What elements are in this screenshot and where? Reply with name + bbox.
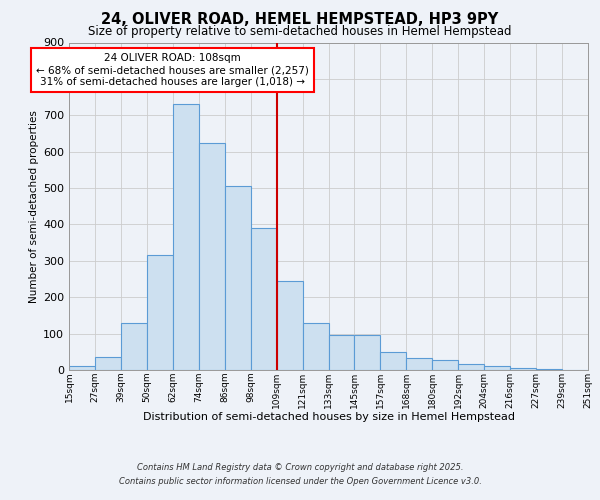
Text: 24 OLIVER ROAD: 108sqm
← 68% of semi-detached houses are smaller (2,257)
31% of : 24 OLIVER ROAD: 108sqm ← 68% of semi-det… xyxy=(37,54,309,86)
Bar xyxy=(380,352,406,370)
Text: Contains public sector information licensed under the Open Government Licence v3: Contains public sector information licen… xyxy=(119,477,481,486)
Bar xyxy=(510,368,536,370)
Bar xyxy=(147,256,173,370)
Bar xyxy=(95,358,121,370)
Bar xyxy=(225,186,251,370)
Bar xyxy=(277,281,302,370)
Bar xyxy=(302,324,329,370)
Bar xyxy=(484,366,510,370)
Bar xyxy=(173,104,199,370)
Text: Distribution of semi-detached houses by size in Hemel Hempstead: Distribution of semi-detached houses by … xyxy=(143,412,515,422)
Bar xyxy=(329,336,355,370)
Bar xyxy=(69,366,95,370)
Bar xyxy=(458,364,484,370)
Bar xyxy=(355,336,380,370)
Y-axis label: Number of semi-detached properties: Number of semi-detached properties xyxy=(29,110,39,302)
Bar xyxy=(406,358,432,370)
Text: Contains HM Land Registry data © Crown copyright and database right 2025.: Contains HM Land Registry data © Crown c… xyxy=(137,464,463,472)
Bar xyxy=(121,324,147,370)
Bar xyxy=(199,142,224,370)
Bar xyxy=(251,228,277,370)
Text: Size of property relative to semi-detached houses in Hemel Hempstead: Size of property relative to semi-detach… xyxy=(88,25,512,38)
Text: 24, OLIVER ROAD, HEMEL HEMPSTEAD, HP3 9PY: 24, OLIVER ROAD, HEMEL HEMPSTEAD, HP3 9P… xyxy=(101,12,499,28)
Bar xyxy=(433,360,458,370)
